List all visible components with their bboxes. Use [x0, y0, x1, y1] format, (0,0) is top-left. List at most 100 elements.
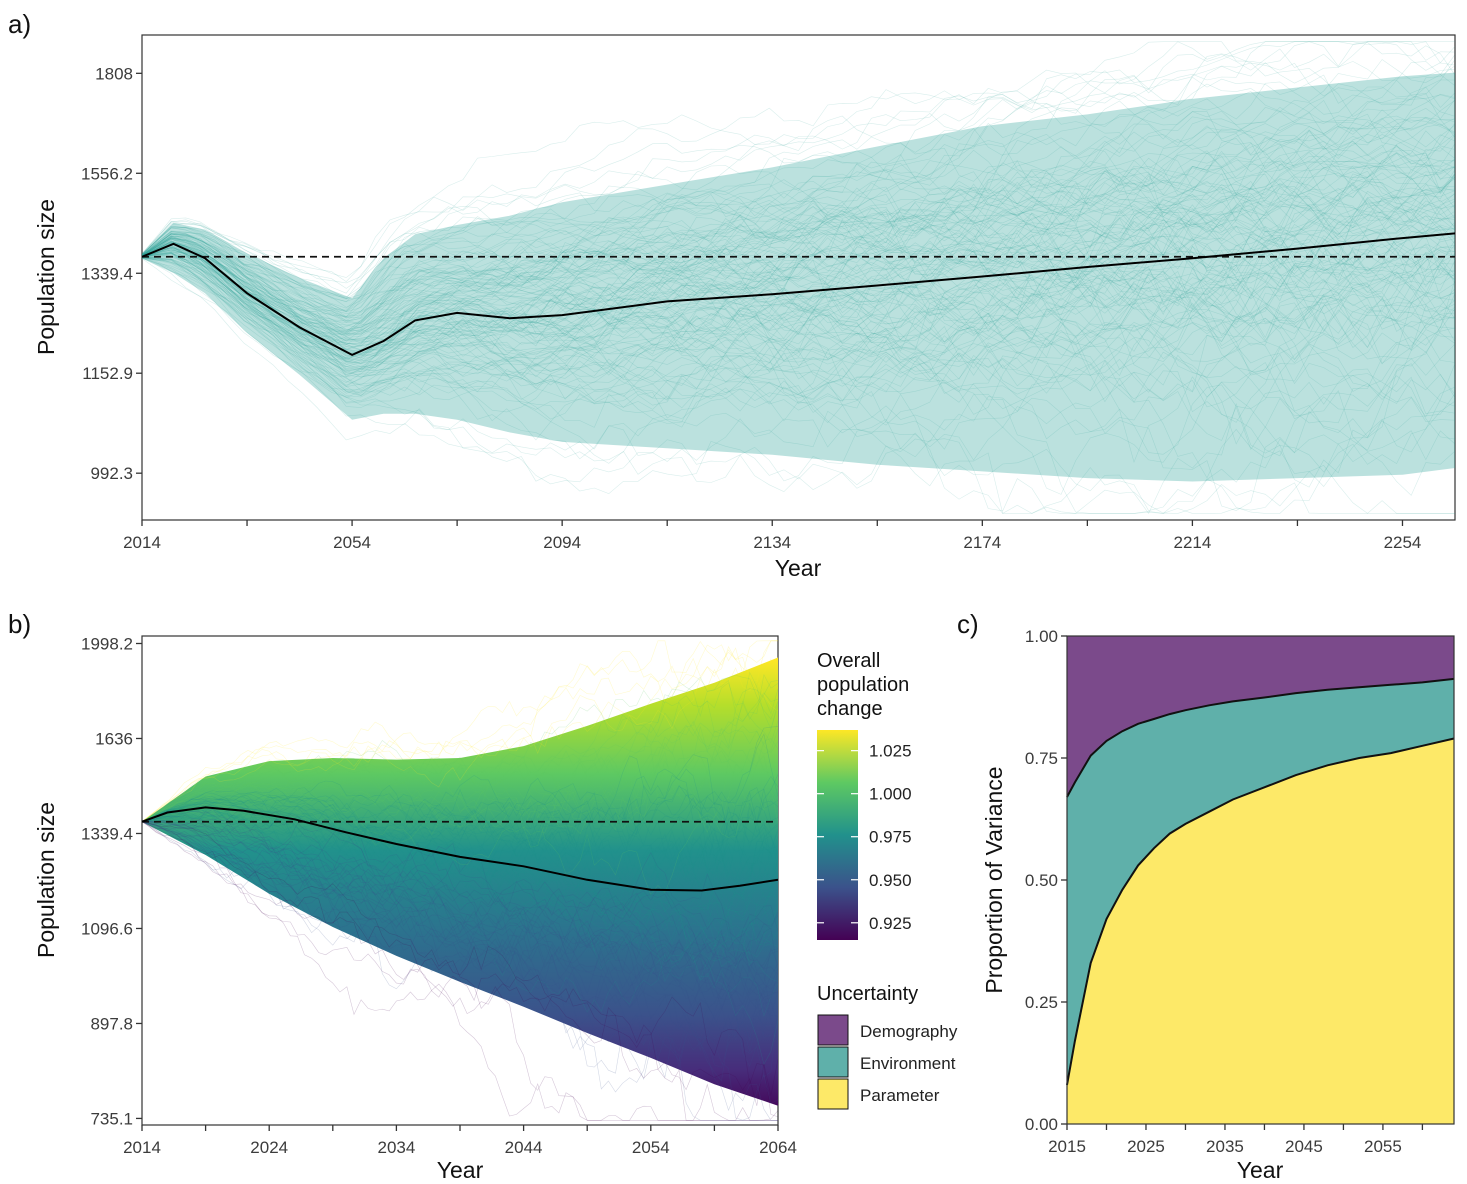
panel-b-trajectory [142, 819, 778, 996]
panel-c-y-tick-label: 0.75 [1025, 749, 1058, 768]
panel-a-trajectory [142, 242, 1455, 383]
panel-b-trajectory [142, 821, 778, 1121]
panel-a-trajectory [142, 197, 1455, 364]
boundary-line-parameter [1066, 737, 1455, 1086]
panel-a-trajectory [142, 227, 1455, 399]
panel-b-trajectory [142, 803, 778, 953]
panel-a-y-tick-label: 1339.4 [81, 264, 133, 283]
panel-a-x-tick-label: 2014 [123, 533, 161, 552]
panel-a-trajectory [142, 143, 1455, 334]
panel-b-trajectory [142, 692, 778, 822]
panel-a-trajectory [142, 149, 1455, 332]
panel-c-ylabel: Proportion of Variance [981, 766, 1007, 993]
panel-b-trajectory [142, 812, 778, 950]
panel-a-trajectory [142, 211, 1455, 360]
panel-b-trajectory [142, 821, 778, 1121]
panel-b-trajectory [142, 814, 778, 1013]
panel-a-trajectory [142, 257, 1455, 457]
panel-a-trajectory [142, 164, 1455, 346]
panel-b-trajectory [142, 726, 778, 852]
legend-label-demography: Demography [860, 1022, 958, 1041]
panel-a-trajectory [142, 74, 1455, 299]
panel-b-trajectory [142, 821, 778, 1121]
panel-b-ylabel: Population size [33, 802, 59, 958]
panel-a-x-tick-label: 2174 [963, 533, 1001, 552]
panel-a-trajectory [142, 257, 1455, 438]
panel-a-plot-area [141, 34, 1456, 521]
panel-a-x-tick-label: 2214 [1173, 533, 1211, 552]
panel-b-y-tick-label: 1636 [95, 729, 133, 748]
panel-a-trajectory [142, 178, 1455, 335]
panel-a-trajectory [142, 122, 1455, 351]
panel-b-trajectory [142, 754, 778, 848]
panel-a-trajectory [142, 257, 1455, 511]
panel-c-x-tick-label: 2025 [1127, 1137, 1165, 1156]
panel-b-trajectory [142, 821, 778, 1042]
panel-b-trajectory [142, 821, 778, 1121]
legend-swatch-parameter [817, 1078, 849, 1110]
panel-b-trajectory [142, 700, 778, 822]
panel-b-trajectory [142, 808, 778, 1079]
panel-a-trajectory [142, 257, 1455, 473]
panel-a-trajectory [142, 152, 1455, 345]
panel-a-trajectory [142, 165, 1455, 363]
panel-a-trajectory [142, 251, 1455, 364]
panel-c-x-tick-label: 2045 [1285, 1137, 1323, 1156]
panel-a-trajectory [142, 130, 1455, 342]
panel-a-y-tick-label: 1808 [95, 64, 133, 83]
panel-a-trajectory [142, 257, 1455, 464]
panel-b-trajectory [142, 811, 778, 953]
panel-a-trajectory [142, 41, 1455, 303]
panel-a-trajectory [142, 107, 1455, 332]
panel-a-trajectory [142, 178, 1455, 355]
panel-b-y-tick-label: 735.1 [90, 1109, 133, 1128]
panel-b-trajectory [142, 645, 778, 822]
panel-c-y-tick-label: 0.50 [1025, 871, 1058, 890]
panel-a-trajectory [142, 246, 1455, 400]
panel-b-y-tick-label: 1998.2 [81, 634, 133, 653]
panel-a-trajectory [142, 109, 1455, 323]
panel-b-trajectory [142, 810, 778, 899]
panel-label-b: b) [8, 609, 31, 639]
panel-c-x-tick-label: 2055 [1364, 1137, 1402, 1156]
panel-a-trajectory [142, 161, 1455, 332]
panel-b-trajectory [142, 807, 778, 1001]
panel-a-trajectory [142, 126, 1455, 322]
panel-a-trajectory [142, 257, 1455, 428]
panel-a-trajectory [142, 238, 1455, 364]
panel-a-trajectory [142, 257, 1455, 393]
panel-a-trajectory [142, 257, 1455, 461]
panel-a-trajectory [142, 257, 1455, 424]
panel-c-axes: 2015 2025 2035 2045 2055 0.00 0.25 0.50 0.75 1.00 [1025, 627, 1424, 1156]
panel-a-trajectory [142, 249, 1455, 376]
panel-a-trajectory [142, 159, 1455, 349]
panel-a-trajectory [142, 99, 1455, 319]
panel-b-trajectory [142, 821, 778, 1118]
panel-a-trajectory [142, 41, 1455, 294]
panel-a-trajectory [142, 240, 1455, 368]
area-demography [1067, 636, 1454, 797]
panel-a-trajectory [142, 223, 1455, 359]
panel-b-y-tick-label: 1339.4 [81, 824, 133, 843]
panel-a-trajectory [142, 242, 1455, 354]
panel-a-trajectory [142, 198, 1455, 359]
panel-a-y-tick-label: 1556.2 [81, 164, 133, 183]
legend-label-parameter: Parameter [860, 1086, 940, 1105]
colorbar-ticks: 1.025 1.000 0.975 0.950 0.925 [817, 742, 912, 933]
panel-a-trajectory [142, 193, 1455, 337]
panel-a-trajectory [142, 256, 1455, 487]
panel-a-trajectory [142, 257, 1455, 514]
uncertainty-legend-title: Uncertainty [817, 983, 918, 1005]
panel-a-trajectory [142, 83, 1455, 299]
panel-a: 2014 2054 2094 2134 2174 2214 2254 992.3 1152.9 1… [33, 34, 1456, 581]
panel-a-trajectory [142, 86, 1455, 342]
panel-a-trajectory [142, 186, 1455, 332]
panel-a-trajectory [142, 167, 1455, 356]
colorbar-gradient [817, 730, 858, 940]
panel-b-trajectory [142, 775, 778, 869]
panel-b-trajectory [142, 805, 778, 913]
panel-c-x-tick-label: 2035 [1206, 1137, 1244, 1156]
panel-b-x-tick-label: 2054 [632, 1138, 670, 1157]
panel-a-trajectory [142, 232, 1455, 378]
panel-a-trajectory [142, 179, 1455, 346]
